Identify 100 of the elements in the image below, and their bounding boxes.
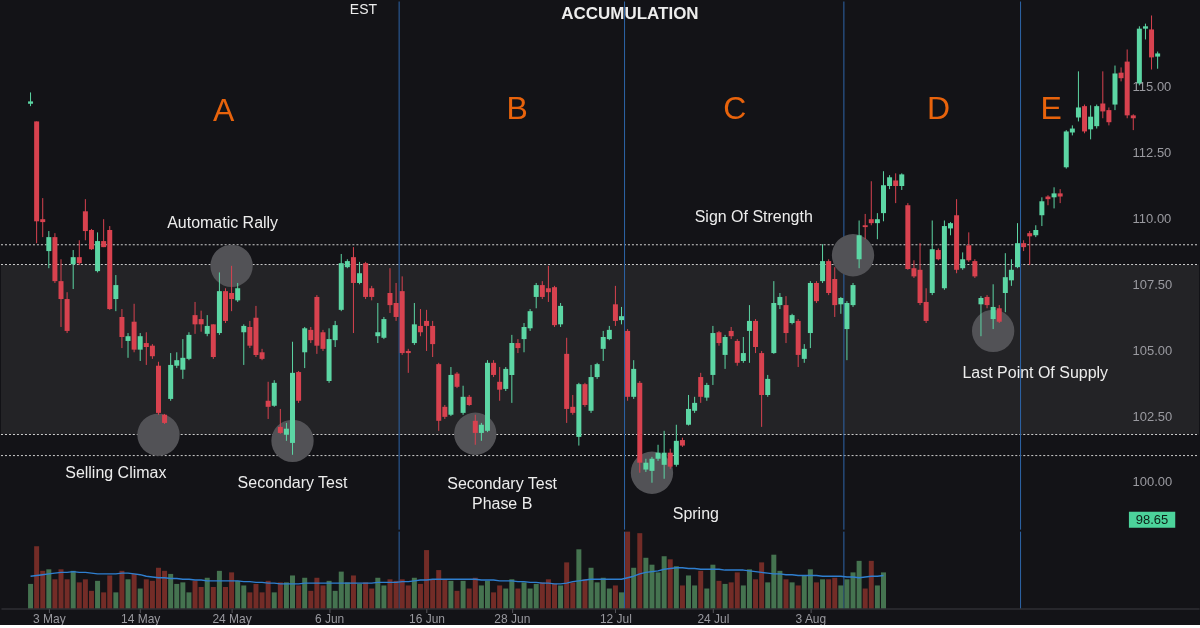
candlestick bbox=[411, 302, 417, 346]
candlestick bbox=[241, 323, 247, 366]
annotation: A bbox=[212, 92, 235, 129]
y-tick-label: 105.00 bbox=[1132, 342, 1173, 358]
candlestick bbox=[271, 379, 277, 408]
candlestick bbox=[265, 381, 271, 420]
candlestick bbox=[856, 220, 862, 269]
bar bbox=[70, 570, 76, 609]
candlestick bbox=[58, 258, 64, 328]
x-tick-label: 24 Jul bbox=[697, 611, 730, 626]
bar bbox=[28, 583, 34, 609]
annotation: E bbox=[1040, 90, 1062, 127]
annotation: Secondary Test bbox=[237, 473, 348, 491]
candlestick bbox=[113, 274, 119, 312]
bar bbox=[296, 585, 302, 609]
x-tick-label: 14 May bbox=[121, 611, 161, 626]
annotation: EST bbox=[349, 1, 378, 18]
x-tick-label: 12 Jul bbox=[599, 611, 632, 626]
bar bbox=[119, 570, 125, 609]
bar bbox=[619, 592, 624, 609]
candlestick bbox=[893, 172, 899, 204]
bar bbox=[125, 579, 131, 609]
candlestick bbox=[70, 249, 76, 290]
candlestick bbox=[515, 338, 521, 354]
bar bbox=[667, 559, 673, 609]
bar bbox=[460, 580, 466, 609]
annotation: Sign Of Strength bbox=[694, 208, 813, 226]
point bbox=[137, 413, 180, 456]
bar bbox=[95, 580, 101, 609]
bar bbox=[277, 582, 283, 609]
candlestick bbox=[966, 231, 972, 263]
bar bbox=[204, 577, 210, 609]
point bbox=[831, 234, 875, 277]
bar bbox=[387, 579, 393, 609]
candlestick bbox=[1039, 196, 1045, 227]
candlestick bbox=[667, 448, 673, 470]
candlestick bbox=[582, 382, 588, 408]
annotation: 98.65 bbox=[1135, 511, 1169, 527]
bar bbox=[679, 585, 685, 609]
annotation: Selling Climax bbox=[65, 463, 167, 481]
candlestick bbox=[801, 343, 807, 364]
candlestick bbox=[813, 280, 819, 304]
candlestick bbox=[740, 336, 746, 364]
bar bbox=[716, 580, 722, 609]
candlestick bbox=[746, 304, 752, 364]
annotation: Spring bbox=[672, 504, 719, 522]
candlestick bbox=[1075, 70, 1081, 122]
annotation: B bbox=[506, 90, 528, 127]
candlestick bbox=[734, 338, 740, 367]
x-tick-label: 6 Jun bbox=[314, 611, 345, 626]
bar bbox=[515, 588, 521, 609]
bar bbox=[137, 588, 143, 609]
candlestick bbox=[1027, 230, 1033, 266]
candlestick bbox=[722, 334, 728, 370]
candlestick bbox=[119, 308, 125, 349]
x-tick-label: 3 May bbox=[33, 611, 66, 626]
bar bbox=[789, 582, 795, 609]
candlestick bbox=[137, 332, 143, 362]
bar bbox=[411, 577, 417, 609]
bar bbox=[698, 570, 704, 609]
candlestick bbox=[820, 243, 826, 284]
bar bbox=[795, 585, 801, 609]
bar bbox=[52, 579, 58, 609]
candlestick bbox=[1015, 222, 1021, 269]
candlestick bbox=[673, 424, 679, 468]
candlestick bbox=[862, 213, 868, 240]
candlestick bbox=[972, 258, 978, 279]
bar bbox=[350, 575, 356, 609]
candlestick bbox=[357, 261, 363, 285]
candlestick bbox=[424, 309, 430, 352]
candlestick bbox=[874, 212, 880, 240]
bar bbox=[722, 583, 728, 609]
candlestick bbox=[850, 282, 856, 308]
candlestick bbox=[868, 180, 874, 226]
candlestick bbox=[125, 332, 131, 359]
candlestick bbox=[46, 230, 52, 269]
x-tick-label: 24 May bbox=[212, 611, 252, 626]
bar bbox=[131, 573, 137, 609]
candlestick bbox=[235, 282, 241, 303]
annotation: C bbox=[723, 90, 747, 127]
bar bbox=[576, 549, 582, 609]
bar bbox=[820, 579, 826, 609]
y-tick-label: 100.00 bbox=[1132, 474, 1173, 490]
candlestick bbox=[277, 408, 283, 435]
candlestick bbox=[460, 385, 466, 416]
candlestick bbox=[430, 320, 436, 358]
bar bbox=[582, 579, 588, 609]
candlestick bbox=[978, 295, 984, 337]
candlestick bbox=[387, 267, 393, 314]
x-tick-label: 3 Aug bbox=[795, 611, 827, 626]
bar bbox=[216, 570, 222, 609]
bar bbox=[271, 592, 277, 609]
bar bbox=[612, 585, 618, 609]
candlestick bbox=[765, 374, 771, 398]
candlestick bbox=[417, 308, 423, 337]
candlestick bbox=[302, 326, 308, 369]
bar bbox=[673, 566, 679, 609]
candlestick bbox=[990, 283, 996, 330]
bar bbox=[813, 582, 819, 609]
candlestick bbox=[533, 282, 539, 309]
